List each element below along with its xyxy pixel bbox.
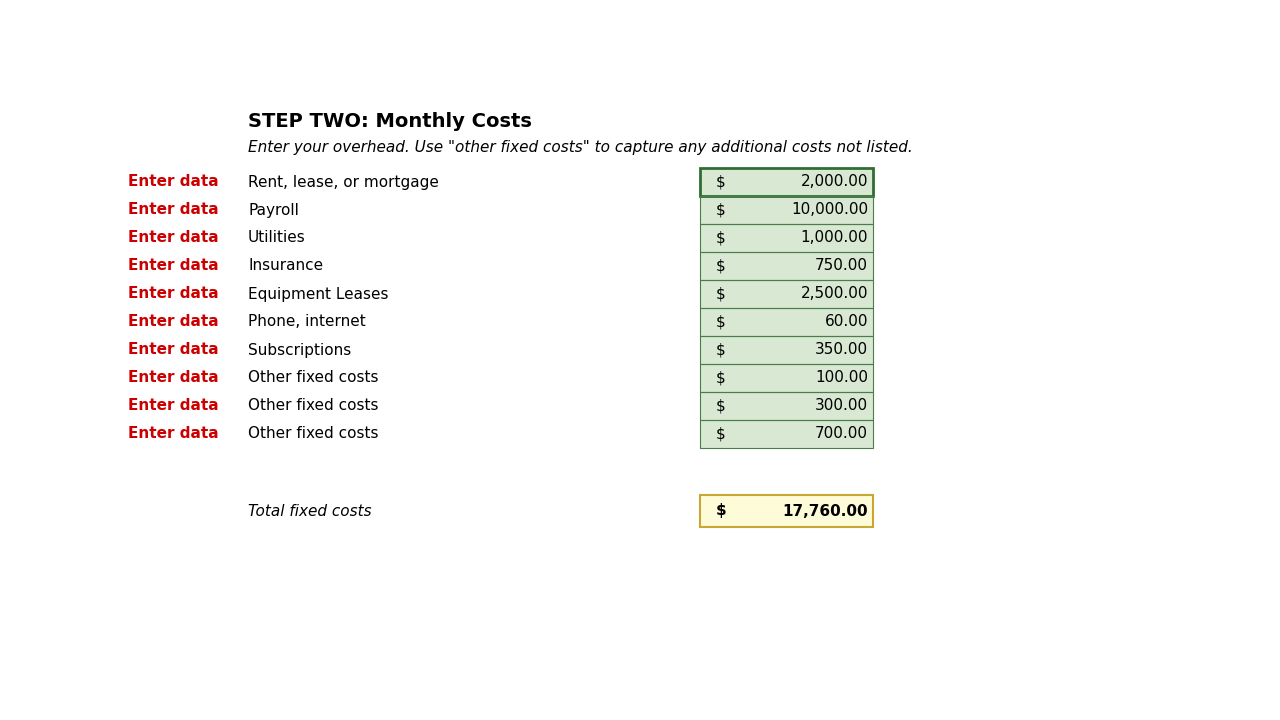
Bar (700, 308, 873, 336)
Bar (700, 252, 873, 280)
Bar (700, 308, 873, 336)
Text: Payroll: Payroll (248, 202, 298, 217)
Text: 2,500.00: 2,500.00 (800, 287, 868, 302)
Bar (700, 420, 873, 448)
Bar (700, 364, 873, 392)
Text: 750.00: 750.00 (815, 258, 868, 274)
Text: $: $ (716, 343, 726, 358)
Bar (700, 495, 873, 527)
Bar (700, 252, 873, 280)
Text: $: $ (716, 371, 726, 385)
Text: Rent, lease, or mortgage: Rent, lease, or mortgage (248, 174, 439, 189)
Text: $: $ (716, 202, 726, 217)
Text: $: $ (716, 426, 726, 441)
Bar (700, 280, 873, 308)
Text: Enter data: Enter data (128, 343, 219, 358)
Text: 300.00: 300.00 (815, 398, 868, 413)
Text: Enter your overhead. Use "other fixed costs" to capture any additional costs not: Enter your overhead. Use "other fixed co… (248, 140, 913, 155)
Bar (700, 168, 873, 196)
Text: Utilities: Utilities (248, 230, 306, 246)
Bar (700, 364, 873, 392)
Text: Enter data: Enter data (128, 174, 219, 189)
Text: 100.00: 100.00 (815, 371, 868, 385)
Bar (700, 224, 873, 252)
Text: Enter data: Enter data (128, 202, 219, 217)
Text: STEP TWO: Monthly Costs: STEP TWO: Monthly Costs (248, 112, 532, 131)
Text: Enter data: Enter data (128, 371, 219, 385)
Bar (700, 168, 873, 196)
Text: 700.00: 700.00 (815, 426, 868, 441)
Text: Enter data: Enter data (128, 258, 219, 274)
Text: 17,760.00: 17,760.00 (782, 503, 868, 518)
Bar (700, 196, 873, 224)
Bar (700, 280, 873, 308)
Text: Equipment Leases: Equipment Leases (248, 287, 389, 302)
Text: Enter data: Enter data (128, 287, 219, 302)
Text: 350.00: 350.00 (815, 343, 868, 358)
Text: 10,000.00: 10,000.00 (791, 202, 868, 217)
Bar (700, 224, 873, 252)
Text: 60.00: 60.00 (824, 315, 868, 330)
Text: $: $ (716, 398, 726, 413)
Text: Enter data: Enter data (128, 315, 219, 330)
Bar (700, 196, 873, 224)
Text: Enter data: Enter data (128, 426, 219, 441)
Text: Subscriptions: Subscriptions (248, 343, 351, 358)
Bar (700, 392, 873, 420)
Text: $: $ (716, 315, 726, 330)
Text: Other fixed costs: Other fixed costs (248, 371, 379, 385)
Text: Other fixed costs: Other fixed costs (248, 426, 379, 441)
Text: Insurance: Insurance (248, 258, 323, 274)
Text: $: $ (716, 258, 726, 274)
Bar (700, 336, 873, 364)
Text: 1,000.00: 1,000.00 (800, 230, 868, 246)
Text: Enter data: Enter data (128, 398, 219, 413)
Text: Other fixed costs: Other fixed costs (248, 398, 379, 413)
Bar (700, 420, 873, 448)
Text: Enter data: Enter data (128, 230, 219, 246)
Text: Phone, internet: Phone, internet (248, 315, 366, 330)
Text: $: $ (716, 503, 727, 518)
Text: $: $ (716, 174, 726, 189)
Bar (700, 336, 873, 364)
Text: $: $ (716, 230, 726, 246)
Text: $: $ (716, 287, 726, 302)
Bar (700, 392, 873, 420)
Text: 2,000.00: 2,000.00 (800, 174, 868, 189)
Text: Total fixed costs: Total fixed costs (248, 503, 371, 518)
